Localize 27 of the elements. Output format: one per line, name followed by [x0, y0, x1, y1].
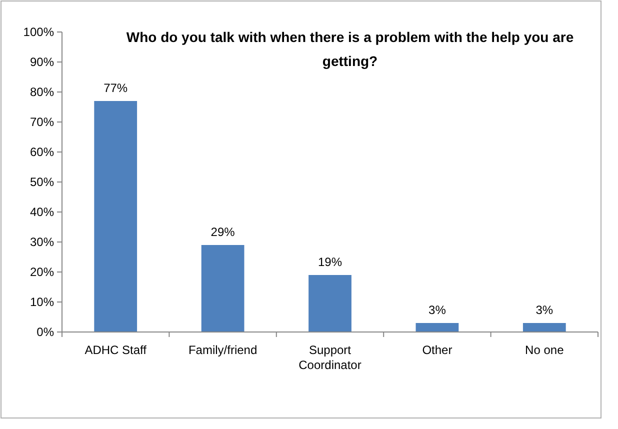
text: Who do you talk with when there is a problem with the help you are getting? — [126, 29, 574, 69]
y-tick-label: 40% — [30, 205, 54, 220]
bar — [94, 101, 138, 332]
data-label: 3% — [536, 303, 554, 317]
data-label: 19% — [318, 255, 342, 269]
y-tick-label: 30% — [30, 235, 54, 250]
y-tick-label: 100% — [23, 25, 54, 40]
data-label: 3% — [428, 303, 446, 317]
y-tick-label: 60% — [30, 145, 54, 160]
y-tick-label: 90% — [30, 55, 54, 70]
x-tick-label: Support Coordinator — [298, 343, 362, 372]
y-tick-label: 70% — [30, 115, 54, 130]
x-tick-label: ADHC Staff — [84, 343, 148, 357]
x-tick-label: No one — [525, 343, 564, 357]
x-tick-label: Other — [422, 343, 452, 357]
data-label: 29% — [210, 225, 236, 239]
x-tick-label: Family/friend — [188, 343, 258, 357]
y-tick-label: 50% — [30, 175, 54, 190]
y-tick-label: 0% — [36, 325, 54, 340]
bar — [308, 275, 352, 332]
bar — [201, 245, 244, 332]
bar — [522, 323, 566, 332]
bar — [416, 323, 459, 332]
y-tick-label: 80% — [30, 85, 54, 100]
y-tick-label: 10% — [30, 295, 54, 310]
y-tick-label: 20% — [30, 265, 54, 280]
data-label: 77% — [104, 81, 128, 95]
